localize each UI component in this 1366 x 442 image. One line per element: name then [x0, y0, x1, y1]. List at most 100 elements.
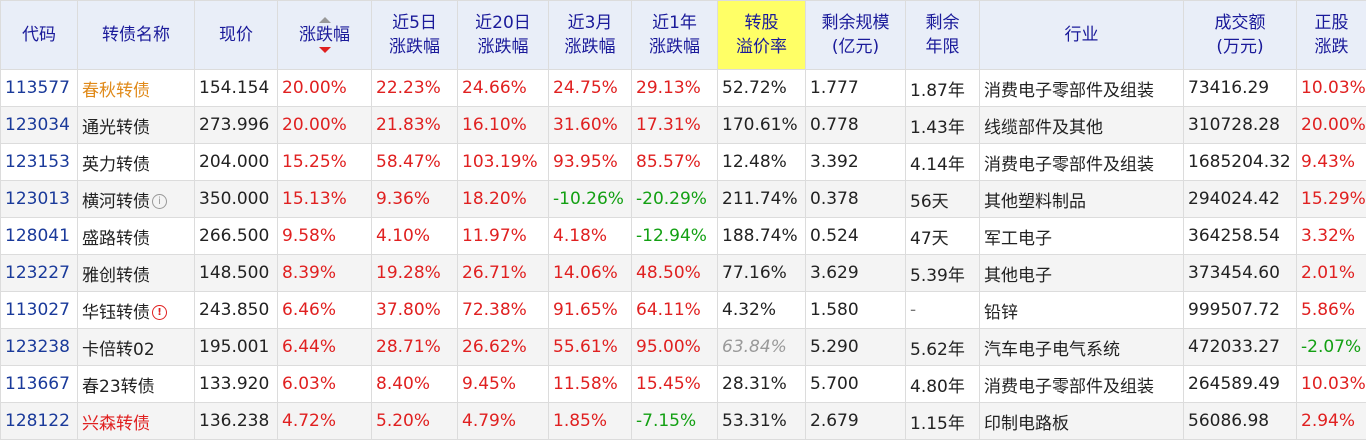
header-scale[interactable]: 剩余规模 (亿元): [805, 0, 906, 70]
price: 195.001: [194, 328, 278, 366]
stock-change: -2.07%: [1296, 328, 1366, 366]
bond-name[interactable]: 通光转债: [77, 106, 195, 144]
bond-name[interactable]: 雅创转债: [77, 254, 195, 292]
bond-code[interactable]: 113577: [0, 69, 78, 107]
bond-name-cell[interactable]: 横河转债 i: [77, 180, 195, 218]
table-row[interactable]: 113027 华钰转债! 243.850 6.46% 37.80% 72.38%…: [0, 291, 1366, 329]
bond-name[interactable]: 兴森转债: [77, 402, 195, 440]
header-remain[interactable]: 剩余 年限: [905, 0, 980, 70]
industry: 印制电路板: [979, 402, 1184, 440]
volume: 364258.54: [1183, 217, 1297, 255]
header-name[interactable]: 转债名称: [77, 0, 195, 70]
header-stock[interactable]: 正股 涨跌: [1296, 0, 1366, 70]
change-3m: 93.95%: [548, 143, 632, 181]
bond-code[interactable]: 123227: [0, 254, 78, 292]
volume: 56086.98: [1183, 402, 1297, 440]
table-row[interactable]: 123153 英力转债 204.000 15.25% 58.47% 103.19…: [0, 143, 1366, 181]
bond-code[interactable]: 113027: [0, 291, 78, 329]
table-row[interactable]: 113667 春23转债 133.920 6.03% 8.40% 9.45% 1…: [0, 365, 1366, 403]
change-5d: 4.10%: [371, 217, 458, 255]
change-20d: 26.71%: [457, 254, 549, 292]
change: 6.44%: [277, 328, 372, 366]
remain: 4.14年: [905, 143, 980, 181]
bond-name[interactable]: 春秋转债: [77, 69, 195, 107]
change: 6.46%: [277, 291, 372, 329]
header-1y[interactable]: 近1年 涨跌幅: [631, 0, 718, 70]
header-3m[interactable]: 近3月 涨跌幅: [548, 0, 632, 70]
info-icon[interactable]: i: [152, 194, 167, 209]
change-3m: 55.61%: [548, 328, 632, 366]
sort-down-icon: [318, 47, 331, 53]
change-3m: 11.58%: [548, 365, 632, 403]
bond-code[interactable]: 128041: [0, 217, 78, 255]
bond-name: 横河转债: [82, 191, 150, 212]
header-20d[interactable]: 近20日 涨跌幅: [457, 0, 549, 70]
change: 6.03%: [277, 365, 372, 403]
change-1y: 15.45%: [631, 365, 718, 403]
bond-code[interactable]: 128122: [0, 402, 78, 440]
bond-code[interactable]: 123034: [0, 106, 78, 144]
bond-name[interactable]: 英力转债: [77, 143, 195, 181]
header-change[interactable]: 涨跌幅: [277, 0, 372, 70]
header-volume[interactable]: 成交额 (万元): [1183, 0, 1297, 70]
table-header-row: 代码 转债名称 现价 涨跌幅 近5日 涨跌幅 近20日 涨跌幅 近3月 涨跌幅 近1年…: [0, 0, 1366, 70]
header-industry[interactable]: 行业: [979, 0, 1184, 70]
change-20d: 9.45%: [457, 365, 549, 403]
table-row[interactable]: 123238 卡倍转02 195.001 6.44% 28.71% 26.62%…: [0, 328, 1366, 366]
remain: 47天: [905, 217, 980, 255]
bond-code[interactable]: 123238: [0, 328, 78, 366]
change-1y: -12.94%: [631, 217, 718, 255]
header-price[interactable]: 现价: [194, 0, 278, 70]
table-row[interactable]: 113577 春秋转债 154.154 20.00% 22.23% 24.66%…: [0, 69, 1366, 107]
stock-change: 20.00%: [1296, 106, 1366, 144]
bond-name[interactable]: 卡倍转02: [77, 328, 195, 366]
volume: 73416.29: [1183, 69, 1297, 107]
remain: 1.43年: [905, 106, 980, 144]
change-3m: 1.85%: [548, 402, 632, 440]
industry: 军工电子: [979, 217, 1184, 255]
bond-name: 华钰转债: [82, 302, 150, 323]
change-5d: 22.23%: [371, 69, 458, 107]
scale: 5.290: [805, 328, 906, 366]
remain: -: [905, 291, 980, 329]
change-1y: 17.31%: [631, 106, 718, 144]
bond-code[interactable]: 123153: [0, 143, 78, 181]
premium: 170.61%: [717, 106, 806, 144]
table-row[interactable]: 128041 盛路转债 266.500 9.58% 4.10% 11.97% 4…: [0, 217, 1366, 255]
volume: 264589.49: [1183, 365, 1297, 403]
premium: 52.72%: [717, 69, 806, 107]
table-row[interactable]: 123034 通光转债 273.996 20.00% 21.83% 16.10%…: [0, 106, 1366, 144]
table-row[interactable]: 128122 兴森转债 136.238 4.72% 5.20% 4.79% 1.…: [0, 402, 1366, 440]
premium: 4.32%: [717, 291, 806, 329]
bond-name[interactable]: 春23转债: [77, 365, 195, 403]
header-code[interactable]: 代码: [0, 0, 78, 70]
header-5d[interactable]: 近5日 涨跌幅: [371, 0, 458, 70]
table-row[interactable]: 123227 雅创转债 148.500 8.39% 19.28% 26.71% …: [0, 254, 1366, 292]
change-3m: 14.06%: [548, 254, 632, 292]
scale: 0.378: [805, 180, 906, 218]
bond-name-cell[interactable]: 华钰转债!: [77, 291, 195, 329]
change-20d: 16.10%: [457, 106, 549, 144]
header-premium[interactable]: 转股 溢价率: [717, 0, 806, 70]
scale: 5.700: [805, 365, 906, 403]
table-row[interactable]: 123013 横河转债 i 350.000 15.13% 9.36% 18.20%…: [0, 180, 1366, 218]
premium: 77.16%: [717, 254, 806, 292]
volume: 1685204.32: [1183, 143, 1297, 181]
bond-code[interactable]: 113667: [0, 365, 78, 403]
change-20d: 11.97%: [457, 217, 549, 255]
sort-up-icon: [318, 17, 331, 23]
scale: 3.392: [805, 143, 906, 181]
volume: 294024.42: [1183, 180, 1297, 218]
price: 273.996: [194, 106, 278, 144]
bond-name[interactable]: 盛路转债: [77, 217, 195, 255]
bond-code[interactable]: 123013: [0, 180, 78, 218]
change-1y: -7.15%: [631, 402, 718, 440]
volume: 310728.28: [1183, 106, 1297, 144]
change-1y: 85.57%: [631, 143, 718, 181]
remain: 4.80年: [905, 365, 980, 403]
change-3m: 31.60%: [548, 106, 632, 144]
change-1y: -20.29%: [631, 180, 718, 218]
warning-icon[interactable]: !: [152, 305, 167, 320]
change: 15.25%: [277, 143, 372, 181]
